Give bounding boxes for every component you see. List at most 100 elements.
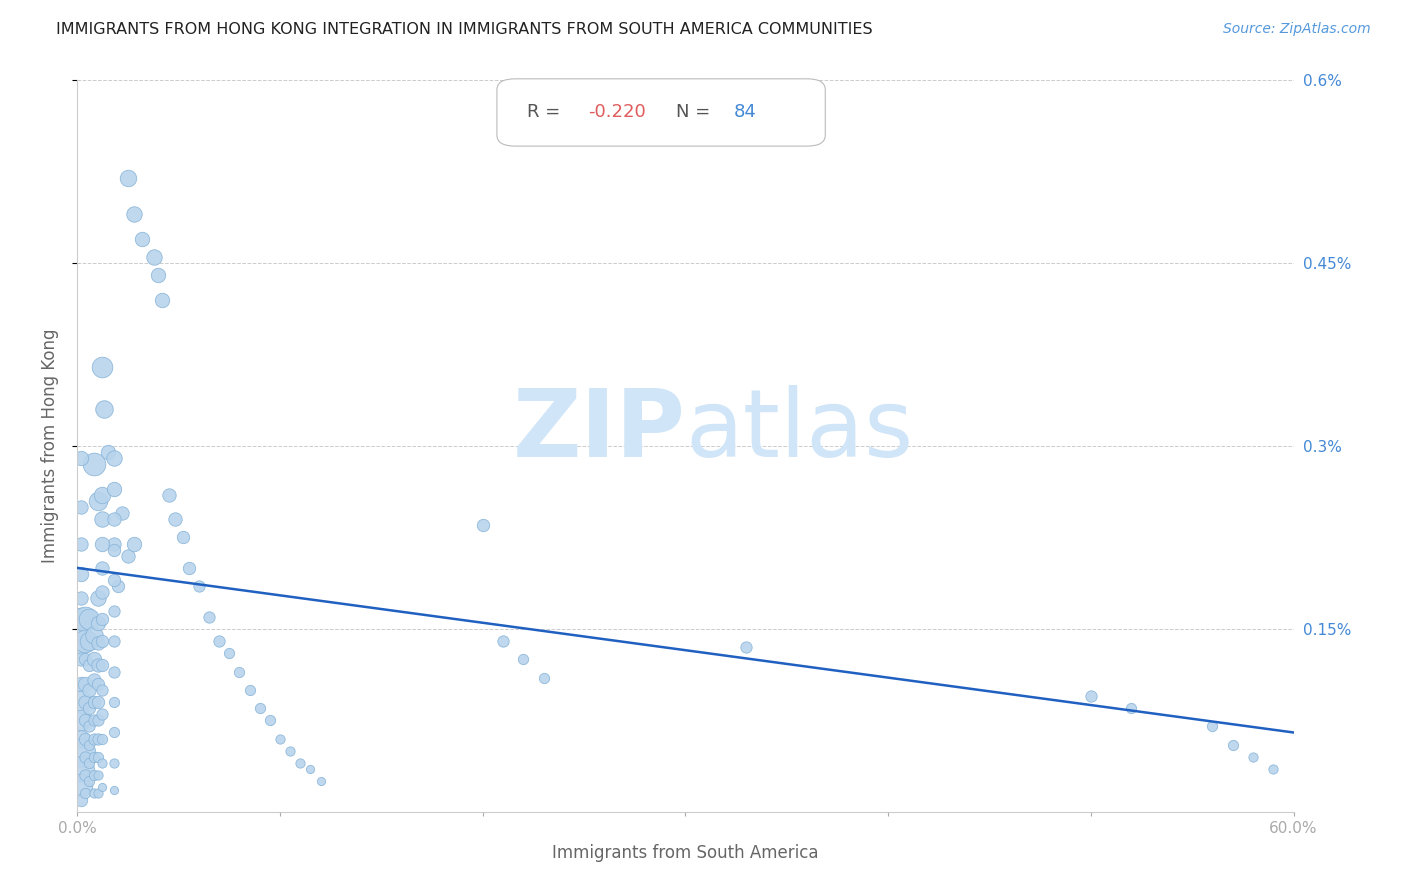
Point [249,701,271,715]
Point [1080,689,1102,703]
Point [86,658,108,673]
Point [75,652,97,666]
Point [259,714,281,728]
Point [70,695,93,709]
Point [79,701,101,715]
Point [163,512,186,526]
Point [70,500,93,514]
Point [471,518,494,533]
Point [70,451,93,466]
Point [148,268,170,283]
Point [70,731,93,746]
Point [103,725,125,739]
Text: IMMIGRANTS FROM HONG KONG INTEGRATION IN IMMIGRANTS FROM SOUTH AMERICA COMMUNITI: IMMIGRANTS FROM HONG KONG INTEGRATION IN… [56,22,873,37]
Point [177,561,200,575]
Point [79,682,101,697]
Point [86,615,108,630]
Text: -0.220: -0.220 [588,103,645,121]
Point [75,768,97,782]
Point [103,695,125,709]
Point [86,636,108,650]
Point [83,458,105,472]
Point [122,207,145,221]
Point [103,756,125,770]
Point [103,482,125,496]
Point [75,714,97,728]
Point [1121,701,1143,715]
Point [198,609,221,624]
Point [90,488,112,502]
Point [122,536,145,550]
Point [103,665,125,679]
Point [86,749,108,764]
Text: ZIP: ZIP [513,385,686,477]
Point [79,756,101,770]
Point [188,579,211,593]
Point [103,634,125,648]
Point [103,536,125,550]
Text: 84: 84 [734,103,756,121]
Point [90,682,112,697]
Point [90,756,112,770]
Point [75,731,97,746]
X-axis label: Immigrants from South America: Immigrants from South America [553,844,818,862]
Point [86,731,108,746]
Point [90,512,112,526]
Point [299,762,322,776]
Point [492,634,515,648]
Point [90,585,112,599]
Point [239,682,262,697]
Point [70,591,93,606]
Point [86,768,108,782]
Point [70,676,93,690]
Point [86,676,108,690]
Point [70,634,93,648]
Point [107,579,129,593]
Point [79,658,101,673]
Point [83,749,105,764]
Point [86,714,108,728]
Point [1222,738,1244,752]
Point [70,714,93,728]
Point [83,673,105,687]
Point [90,780,112,795]
Point [1201,719,1223,733]
Y-axis label: Immigrants from Hong Kong: Immigrants from Hong Kong [41,329,59,563]
Point [172,530,194,544]
Point [75,634,97,648]
Point [278,744,301,758]
Point [93,402,115,417]
Point [86,787,108,801]
Point [75,749,97,764]
Point [90,612,112,626]
Point [83,714,105,728]
Point [157,488,180,502]
Point [512,652,534,666]
Text: R =: R = [527,103,567,121]
Point [290,756,312,770]
Point [79,738,101,752]
Point [70,746,93,760]
Point [103,512,125,526]
Point [70,792,93,806]
Point [117,170,139,185]
Point [83,787,105,801]
Point [83,652,105,666]
Point [83,695,105,709]
Point [117,549,139,563]
Point [218,646,240,660]
Point [131,232,153,246]
Point [103,603,125,617]
Point [75,676,97,690]
Point [83,768,105,782]
Point [90,731,112,746]
Text: N =: N = [676,103,716,121]
Point [79,719,101,733]
Point [228,665,250,679]
Point [90,658,112,673]
Point [70,778,93,792]
Point [1241,749,1264,764]
Point [103,573,125,587]
Point [75,787,97,801]
Point [70,536,93,550]
